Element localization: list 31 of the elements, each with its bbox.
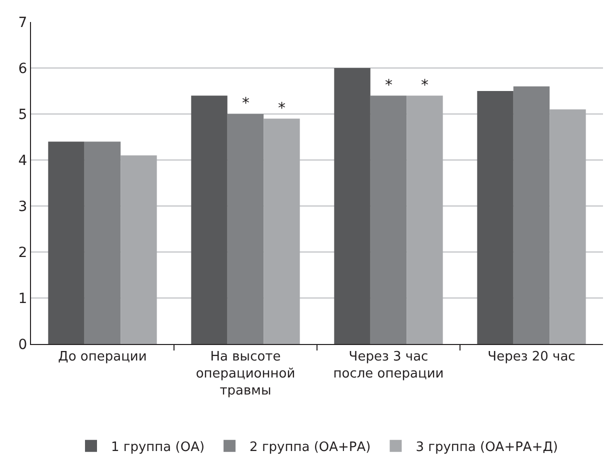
y-tick-label: 2 [18, 244, 28, 261]
bar [48, 142, 84, 344]
y-tick-label: 1 [18, 290, 28, 307]
bar [550, 109, 586, 344]
bar [513, 86, 550, 344]
bar [84, 142, 121, 344]
bar [120, 155, 157, 344]
x-tick-label: Через 3 час после операции [333, 350, 444, 382]
x-tick-label: На высоте операционной травмы [196, 350, 296, 398]
annotation: * [421, 76, 429, 94]
legend-label: 2 группа (ОА+РА) [250, 440, 371, 455]
annotation: * [278, 99, 286, 117]
legend-label: 1 группа (ОА) [111, 440, 205, 455]
bar [477, 91, 514, 344]
bar [191, 96, 228, 344]
y-tick-label: 5 [18, 106, 28, 123]
y-tick-label: 4 [18, 152, 28, 169]
annotation: * [385, 76, 393, 94]
y-tick-label: 3 [18, 198, 28, 215]
bar [334, 68, 370, 344]
x-tick-label: До операции [58, 350, 147, 365]
y-tick-label: 7 [18, 14, 28, 31]
bar [370, 96, 407, 344]
annotation: * [242, 94, 250, 112]
bar [406, 96, 443, 344]
bar [227, 114, 264, 344]
y-tick-label: 6 [18, 60, 28, 77]
bar [264, 118, 300, 344]
y-tick-label: 0 [18, 336, 28, 353]
x-tick-label: Через 20 час [488, 350, 576, 365]
legend-label: 3 группа (ОА+РА+Д) [416, 440, 558, 455]
